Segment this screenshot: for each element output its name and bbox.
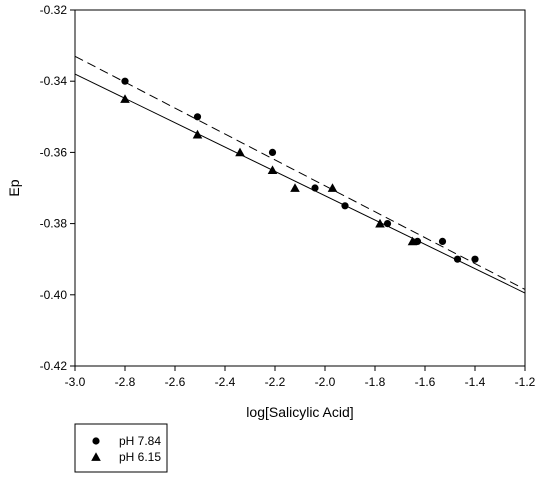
data-point-circle: [471, 255, 479, 263]
x-axis-label: log[Salicylic Acid]: [246, 404, 353, 420]
x-tick-label: -2.4: [215, 375, 236, 389]
data-point-triangle: [375, 218, 385, 228]
x-tick-label: -1.4: [465, 375, 486, 389]
data-point-circle: [383, 220, 392, 228]
plot-area: [74, 9, 526, 367]
y-tick-label: -0.36: [40, 145, 68, 159]
fit-lines: [74, 55, 526, 294]
data-points: [120, 77, 479, 263]
y-tick-label: -0.34: [40, 74, 68, 88]
x-tick-label: -2.6: [165, 375, 186, 389]
x-tick-label: -1.2: [515, 375, 536, 389]
x-tick-label: -2.8: [115, 375, 136, 389]
data-point-triangle: [267, 165, 278, 175]
legend: pH 7.84 pH 6.15: [91, 434, 161, 464]
x-tick-label: -3.0: [65, 375, 86, 389]
data-point-circle: [453, 255, 462, 263]
y-tick-label: -0.32: [40, 3, 68, 17]
data-point-triangle: [192, 129, 203, 139]
data-point-circle: [341, 202, 349, 210]
data-point-circle: [438, 237, 447, 245]
fit-line-solid: [74, 73, 526, 294]
y-tick-label: -0.42: [40, 359, 68, 373]
data-point-triangle: [120, 94, 130, 103]
fit-line-dashed: [74, 55, 526, 290]
x-tick-label: -1.8: [365, 375, 386, 389]
y-axis-label: Ep: [6, 179, 22, 196]
legend-label: pH 6.15: [119, 450, 161, 464]
x-axis-ticks: -3.0 -2.8 -2.6 -2.4 -2.2 -2.0 -1.8 -1.6 -1.4 -1.2: [65, 366, 536, 389]
data-point-circle: [193, 113, 202, 121]
data-point-triangle: [235, 147, 245, 157]
x-tick-label: -1.6: [415, 375, 436, 389]
data-point-triangle: [290, 183, 300, 192]
data-point-circle: [311, 184, 319, 192]
data-point-triangle: [407, 236, 418, 246]
legend-circle-marker: [92, 437, 100, 445]
y-tick-label: -0.38: [40, 217, 68, 231]
legend-triangle-marker: [91, 452, 101, 461]
x-tick-label: -2.0: [315, 375, 336, 389]
x-tick-label: -2.2: [265, 375, 286, 389]
data-point-triangle: [327, 183, 338, 192]
data-point-circle: [121, 77, 129, 85]
legend-label: pH 7.84: [119, 434, 161, 448]
y-axis-ticks: -0.42 -0.40 -0.38 -0.36 -0.34 -0.32: [40, 3, 75, 373]
legend-box: [74, 423, 168, 473]
y-tick-label: -0.40: [40, 288, 68, 302]
data-point-circle: [268, 148, 277, 156]
